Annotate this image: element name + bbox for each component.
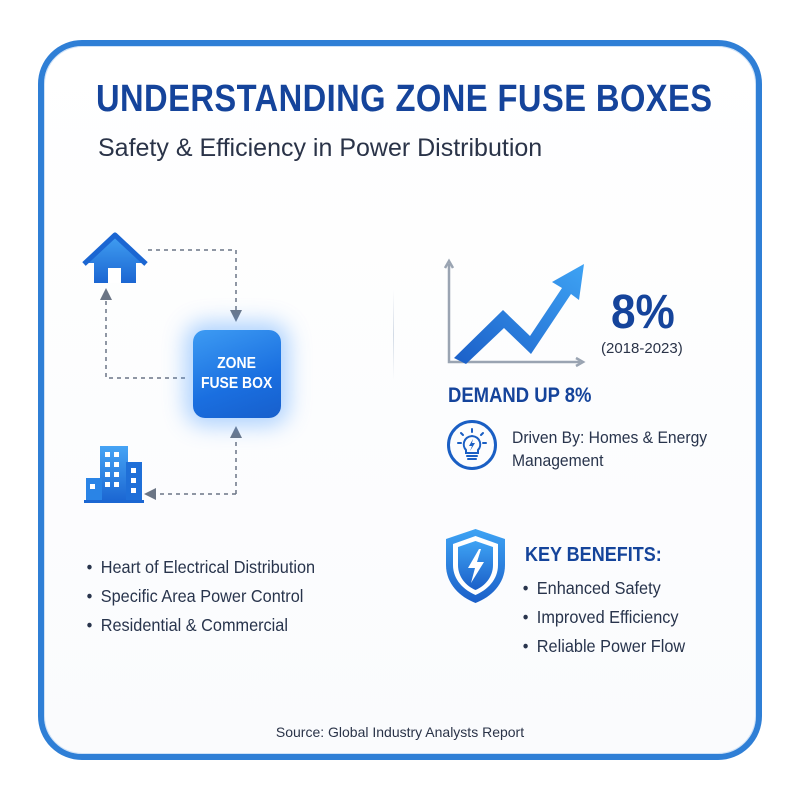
- growth-percentage: 8%: [611, 286, 675, 339]
- feature-item: Specific Area Power Control: [82, 582, 315, 611]
- house-icon: [82, 232, 148, 283]
- shield-lightning-icon: [446, 529, 505, 603]
- fuse-box-label-line1: ZONE: [217, 355, 257, 372]
- lightbulb-icon: [447, 420, 497, 470]
- feature-item: Residential & Commercial: [82, 611, 315, 640]
- feature-item: Heart of Electrical Distribution: [82, 553, 315, 582]
- source-citation: Source: Global Industry Analysts Report: [275, 724, 525, 740]
- feature-list: Heart of Electrical Distribution Specifi…: [82, 553, 333, 640]
- demand-driver-text: Driven By: Homes & Energy Management: [512, 429, 708, 470]
- flow-arrows: [100, 249, 242, 500]
- column-divider: [393, 290, 394, 380]
- building-icon: [84, 446, 144, 503]
- benefit-item: Improved Efficiency: [519, 603, 685, 632]
- demand-headline: DEMAND UP 8%: [448, 384, 592, 407]
- growth-period: (2018-2023): [601, 340, 683, 357]
- page-title: UNDERSTANDING ZONE FUSE BOXES: [96, 78, 713, 120]
- benefits-title: KEY BENEFITS:: [525, 544, 662, 566]
- benefits-list: Enhanced Safety Improved Efficiency Reli…: [519, 574, 698, 661]
- page-subtitle: Safety & Efficiency in Power Distributio…: [98, 134, 543, 162]
- growth-trend-icon: [443, 258, 586, 368]
- zone-fuse-box: ZONE FUSE BOX: [193, 330, 281, 418]
- fuse-box-label-line2: FUSE BOX: [201, 375, 273, 392]
- benefit-item: Reliable Power Flow: [519, 632, 685, 661]
- benefit-item: Enhanced Safety: [519, 574, 685, 603]
